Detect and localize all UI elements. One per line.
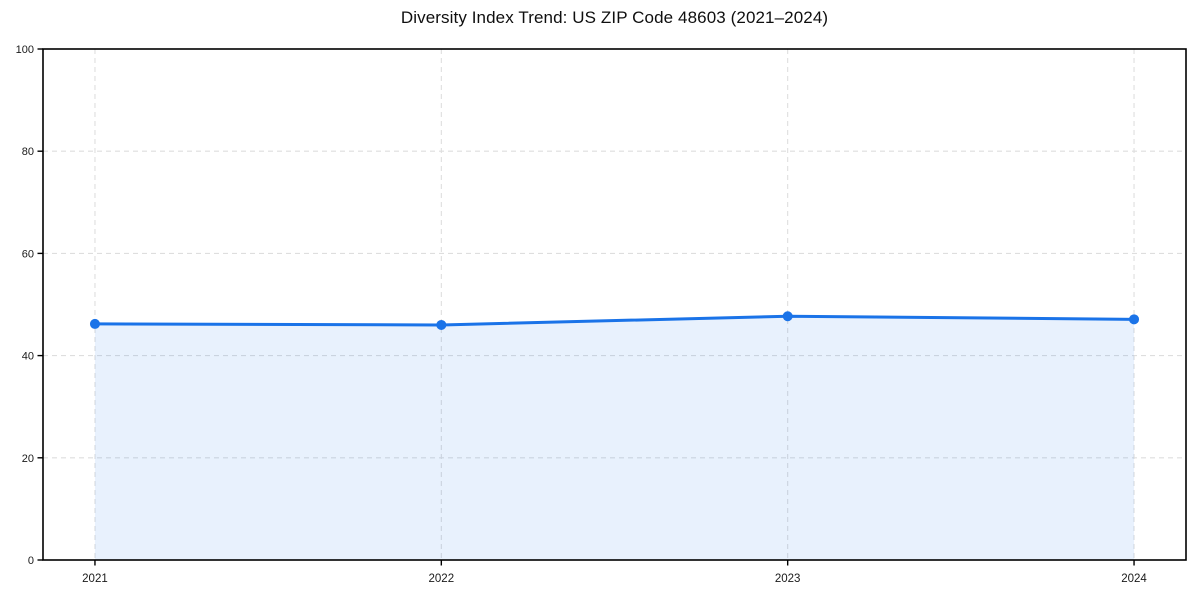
x-tick-label-2021: 2021	[82, 573, 108, 585]
area-fill-layer	[94, 316, 1135, 560]
tick-label-layer: 0 20 40 60 80 100 2021 2022 2023 2024	[16, 44, 1148, 585]
y-tick-label-40: 40	[22, 351, 34, 363]
y-tick-label-80: 80	[22, 146, 34, 158]
x-tick-label-2022: 2022	[429, 573, 455, 585]
trend-line-layer	[93, 314, 1136, 327]
data-point-layer	[89, 311, 1140, 330]
data-point-2023	[782, 311, 793, 322]
y-tick-label-100: 100	[16, 44, 34, 56]
x-tick-label-2024: 2024	[1121, 573, 1147, 585]
y-tick-label-60: 60	[22, 248, 34, 260]
y-tick-label-20: 20	[22, 453, 34, 465]
trend-line	[93, 314, 1136, 327]
data-point-2021	[89, 318, 100, 329]
data-point-2022	[436, 319, 447, 330]
x-tick-label-2023: 2023	[775, 573, 801, 585]
plot-border	[42, 48, 1187, 561]
data-point-2024	[1129, 314, 1140, 325]
y-tick-label-0: 0	[28, 555, 34, 567]
axes-layer	[37, 48, 1187, 566]
area-fill	[94, 316, 1135, 560]
chart-title: Diversity Index Trend: US ZIP Code 48603…	[400, 8, 829, 27]
